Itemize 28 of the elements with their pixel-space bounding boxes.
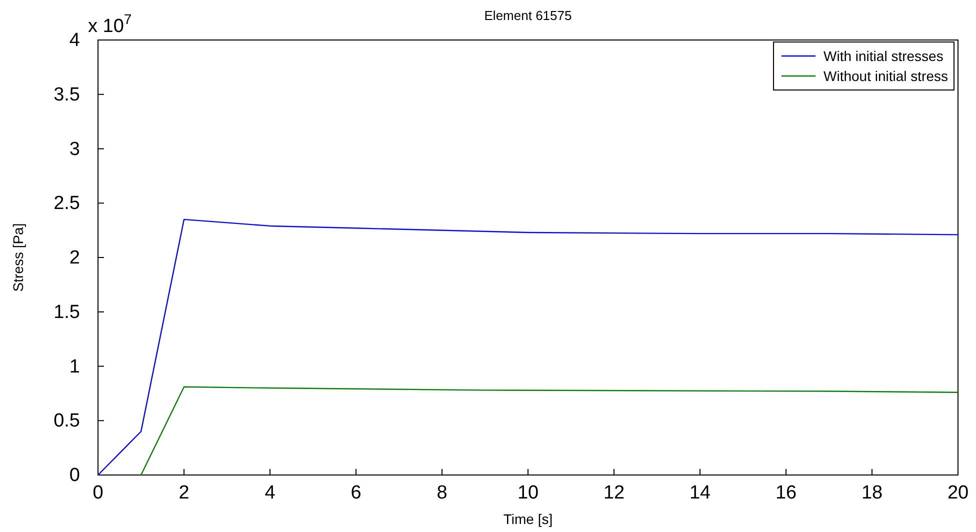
- legend-label: With initial stresses: [824, 48, 944, 64]
- x-tick-label: 18: [861, 482, 883, 504]
- line-series: [140, 386, 959, 476]
- x-tick-label: 14: [689, 482, 711, 504]
- x-tick-label: 0: [92, 482, 104, 504]
- x-tick-label: 6: [350, 482, 362, 504]
- x-tick-label: 12: [603, 482, 625, 504]
- y-tick-label: 3: [69, 138, 80, 160]
- x-tick-label: 16: [775, 482, 797, 504]
- x-tick-label: 4: [264, 482, 276, 504]
- x-tick-label: 8: [436, 482, 448, 504]
- x-tick-label: 20: [947, 482, 969, 504]
- y-tick-label: 3.5: [54, 84, 80, 106]
- x-tick-label: 10: [517, 482, 539, 504]
- y-tick-label: 2: [69, 248, 80, 269]
- y-tick-label: 0.5: [54, 410, 80, 432]
- line-series: [97, 218, 959, 476]
- y-tick-label: 0: [69, 465, 80, 486]
- y-tick-label: 4: [69, 30, 80, 52]
- y-tick-label: 1.5: [54, 302, 80, 323]
- y-tick-label: 2.5: [54, 193, 80, 214]
- legend-label: Without initial stress: [824, 68, 948, 84]
- x-tick-label: 2: [178, 482, 190, 504]
- y-axis-title: Stress [Pa]: [10, 223, 26, 292]
- x-axis-title: Time [s]: [503, 511, 553, 527]
- chart-title: Element 61575: [484, 8, 572, 23]
- y-tick-label: 1: [69, 356, 80, 378]
- text: x 10$^{7}$: [88, 11, 132, 37]
